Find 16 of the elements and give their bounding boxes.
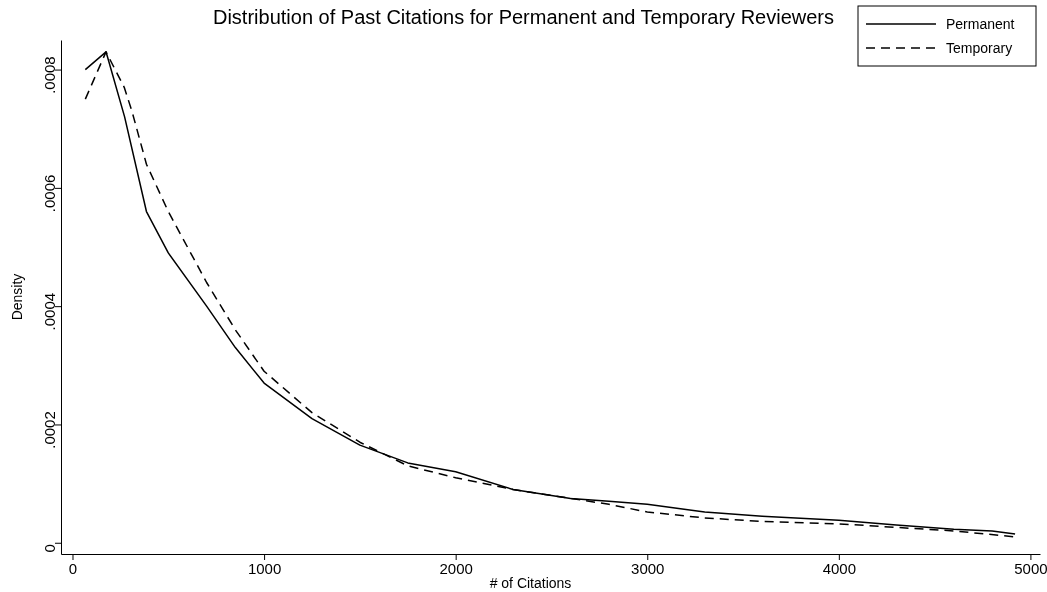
x-tick-label: 5000 <box>1014 559 1047 577</box>
x-axis-title: # of Citations <box>489 575 572 591</box>
y-axis-title: Density <box>9 273 25 321</box>
y-tick-label: 0 <box>41 544 58 553</box>
y-tick-label: .0004 <box>41 292 58 331</box>
x-tick-label: 3000 <box>631 559 665 577</box>
y-tick-label: .0006 <box>41 174 58 213</box>
x-tick-label: 2000 <box>439 559 473 577</box>
chart-title: Distribution of Past Citations for Permanent and Temporary Reviewers <box>212 6 835 28</box>
x-tick-label: 0 <box>68 559 78 577</box>
legend-label: Temporary <box>946 40 1013 56</box>
y-tick-label: .0002 <box>41 411 58 449</box>
y-tick-label: .0008 <box>41 56 58 94</box>
legend-label: Permanent <box>946 16 1015 32</box>
x-tick-label: 1000 <box>247 559 282 577</box>
x-tick-label: 4000 <box>822 559 857 577</box>
